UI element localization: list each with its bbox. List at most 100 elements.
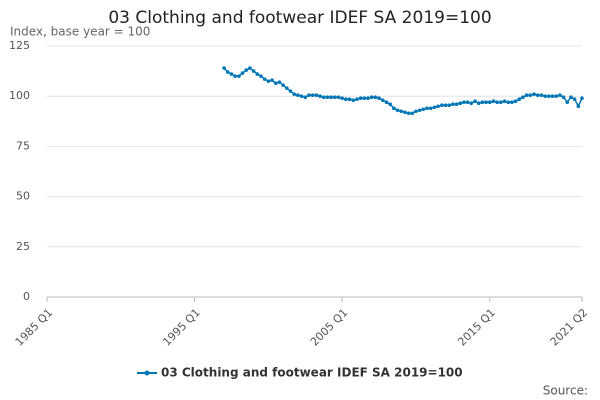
legend-label: 03 Clothing and footwear IDEF SA 2019=10…	[161, 366, 463, 380]
data-point	[355, 97, 359, 102]
data-point	[561, 95, 566, 100]
data-point	[513, 99, 518, 104]
data-point	[506, 100, 511, 105]
y-tick-label: 100	[9, 89, 30, 102]
data-point	[366, 96, 370, 101]
data-point	[436, 104, 440, 109]
data-point	[532, 92, 536, 96]
data-point	[535, 93, 540, 97]
data-point	[277, 80, 282, 84]
data-point	[499, 100, 503, 105]
data-point	[484, 100, 488, 105]
y-tick-label: 25	[16, 240, 30, 253]
data-point	[558, 93, 562, 97]
data-point	[303, 95, 308, 100]
y-axis-label: Index, base year = 100	[10, 25, 150, 39]
data-point	[270, 78, 274, 82]
data-point	[487, 100, 492, 105]
data-point	[417, 108, 422, 113]
data-point	[528, 93, 533, 97]
data-point	[255, 72, 260, 76]
data-point	[362, 96, 367, 101]
data-point	[473, 99, 477, 104]
data-point	[480, 100, 485, 105]
data-point	[321, 95, 326, 100]
data-point	[539, 93, 544, 97]
data-point	[439, 103, 444, 108]
data-point	[288, 89, 293, 93]
data-point	[336, 95, 341, 100]
data-point	[285, 86, 289, 90]
data-point	[262, 77, 267, 81]
data-point	[347, 97, 352, 102]
data-point	[229, 72, 234, 76]
data-point	[491, 99, 496, 104]
data-point	[266, 79, 271, 83]
data-point	[314, 93, 319, 97]
data-point	[406, 111, 411, 116]
y-tick-label: 0	[23, 290, 30, 303]
data-point	[325, 95, 330, 100]
data-point	[388, 102, 392, 107]
data-point	[565, 100, 570, 105]
data-point	[377, 96, 381, 101]
data-point	[225, 70, 230, 74]
data-point	[403, 110, 407, 115]
data-point	[524, 93, 529, 97]
data-point	[546, 94, 551, 98]
data-point	[572, 97, 577, 102]
data-point	[469, 101, 474, 106]
data-point	[521, 95, 525, 100]
y-tick-label: 125	[9, 39, 30, 52]
chart-title: 03 Clothing and footwear IDEF SA 2019=10…	[108, 8, 491, 28]
data-point	[432, 105, 437, 110]
data-point	[332, 95, 337, 100]
data-point	[550, 94, 555, 98]
data-point	[358, 96, 363, 101]
data-point	[384, 100, 389, 105]
data-point	[248, 66, 252, 70]
data-point	[458, 101, 463, 106]
data-point	[447, 103, 451, 108]
data-point	[244, 68, 249, 72]
data-point	[240, 71, 245, 75]
data-point	[410, 111, 415, 116]
data-point	[259, 74, 263, 78]
data-point	[414, 109, 418, 114]
data-point	[580, 96, 584, 101]
data-point	[392, 106, 396, 111]
data-point	[329, 95, 333, 100]
data-point	[421, 107, 426, 112]
x-tick-label: 2021 Q2	[548, 306, 591, 349]
data-point	[233, 74, 237, 78]
series-line	[223, 67, 583, 115]
data-point	[237, 74, 241, 78]
data-point	[399, 109, 404, 114]
data-point	[517, 97, 522, 102]
data-point	[451, 102, 455, 107]
y-tick-label: 75	[16, 139, 30, 152]
data-point	[428, 106, 433, 111]
data-point	[369, 95, 374, 100]
data-point	[222, 66, 226, 70]
x-tick-label: 2005 Q1	[308, 306, 351, 349]
data-point	[292, 92, 297, 96]
data-point	[340, 96, 344, 101]
data-point	[495, 100, 499, 105]
data-point	[344, 97, 348, 102]
data-point	[351, 98, 356, 103]
data-point	[576, 104, 581, 109]
data-point	[454, 102, 459, 107]
data-point	[543, 94, 547, 98]
x-tick-label: 1995 Q1	[160, 306, 203, 349]
data-point	[296, 93, 300, 97]
data-point	[569, 95, 573, 100]
data-point	[318, 94, 322, 98]
y-tick-label: 50	[16, 190, 30, 203]
data-point	[425, 106, 429, 111]
data-point	[380, 98, 385, 103]
data-point	[502, 99, 507, 104]
data-point	[307, 93, 311, 97]
data-point	[310, 93, 315, 97]
